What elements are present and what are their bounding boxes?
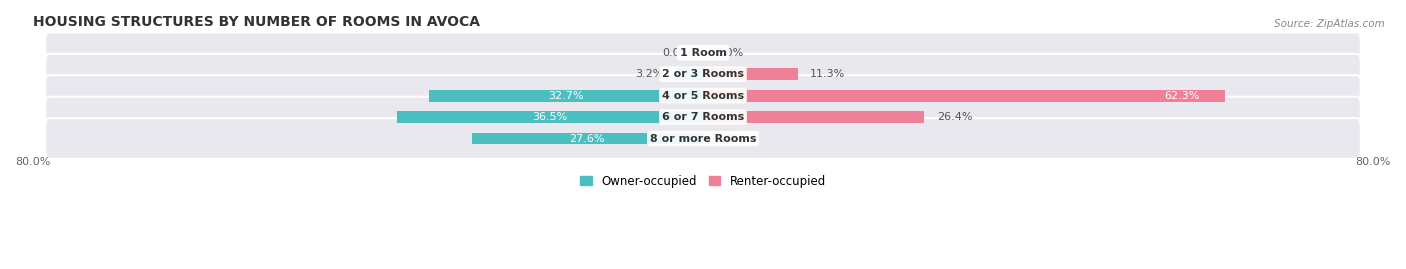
Text: 4 or 5 Rooms: 4 or 5 Rooms bbox=[662, 91, 744, 101]
Text: HOUSING STRUCTURES BY NUMBER OF ROOMS IN AVOCA: HOUSING STRUCTURES BY NUMBER OF ROOMS IN… bbox=[32, 15, 479, 29]
Bar bbox=[703, 68, 797, 80]
Text: 11.3%: 11.3% bbox=[810, 69, 845, 79]
Text: 0.0%: 0.0% bbox=[662, 48, 690, 58]
Text: Source: ZipAtlas.com: Source: ZipAtlas.com bbox=[1274, 19, 1385, 29]
Text: 36.5%: 36.5% bbox=[533, 112, 568, 122]
Text: 62.3%: 62.3% bbox=[1164, 91, 1199, 101]
Text: 32.7%: 32.7% bbox=[548, 91, 583, 101]
Bar bbox=[396, 111, 703, 123]
Bar bbox=[703, 90, 1225, 101]
Bar bbox=[703, 111, 924, 123]
Text: 6 or 7 Rooms: 6 or 7 Rooms bbox=[662, 112, 744, 122]
FancyBboxPatch shape bbox=[45, 75, 1361, 116]
Bar bbox=[676, 68, 703, 80]
Text: 0.0%: 0.0% bbox=[716, 133, 744, 144]
Text: 3.2%: 3.2% bbox=[636, 69, 664, 79]
Legend: Owner-occupied, Renter-occupied: Owner-occupied, Renter-occupied bbox=[575, 170, 831, 192]
FancyBboxPatch shape bbox=[45, 32, 1361, 73]
Text: 0.0%: 0.0% bbox=[716, 48, 744, 58]
FancyBboxPatch shape bbox=[45, 54, 1361, 95]
Text: 27.6%: 27.6% bbox=[569, 133, 605, 144]
Text: 2 or 3 Rooms: 2 or 3 Rooms bbox=[662, 69, 744, 79]
Bar bbox=[472, 133, 703, 144]
FancyBboxPatch shape bbox=[45, 118, 1361, 159]
Text: 26.4%: 26.4% bbox=[936, 112, 973, 122]
Text: 8 or more Rooms: 8 or more Rooms bbox=[650, 133, 756, 144]
FancyBboxPatch shape bbox=[45, 97, 1361, 137]
Bar bbox=[429, 90, 703, 101]
Text: 1 Room: 1 Room bbox=[679, 48, 727, 58]
